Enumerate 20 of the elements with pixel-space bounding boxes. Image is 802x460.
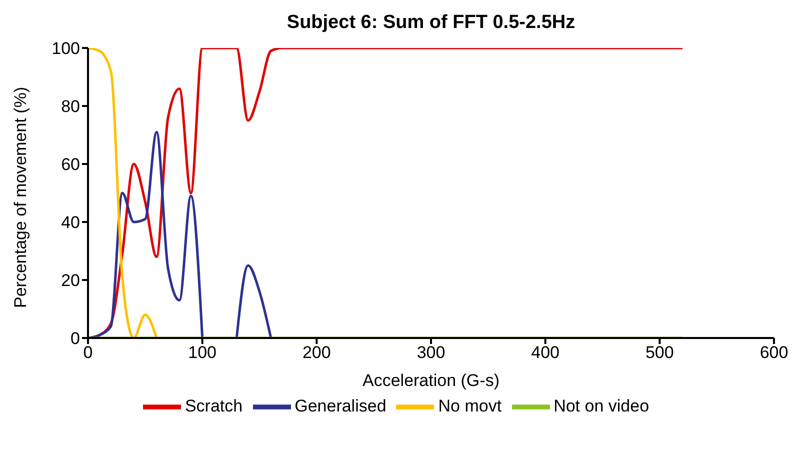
legend-label: No movt: [438, 396, 502, 416]
y-tick-label: 0: [70, 329, 80, 348]
chart-title: Subject 6: Sum of FFT 0.5-2.5Hz: [286, 12, 576, 34]
y-tick-label: 60: [61, 155, 80, 174]
x-tick-label: 200: [302, 343, 331, 362]
x-tick-label: 300: [416, 343, 446, 362]
y-tick-label: 100: [52, 39, 80, 58]
x-tick-label: 600: [760, 343, 788, 362]
y-tick-label: 40: [61, 213, 80, 232]
x-tick-label: 0: [83, 343, 93, 362]
legend-label: Generalised: [294, 396, 386, 416]
x-tick-label: 400: [531, 343, 560, 362]
x-axis-title: Acceleration (G-s): [362, 371, 500, 390]
x-tick-label: 500: [645, 343, 674, 362]
legend-label: Scratch: [184, 396, 243, 416]
y-axis-title: Percentage of movement (%): [11, 86, 30, 308]
x-tick-label: 100: [188, 343, 217, 362]
y-tick-label: 80: [61, 97, 80, 116]
y-tick-label: 20: [61, 271, 80, 290]
legend-label: Not on video: [554, 396, 650, 416]
